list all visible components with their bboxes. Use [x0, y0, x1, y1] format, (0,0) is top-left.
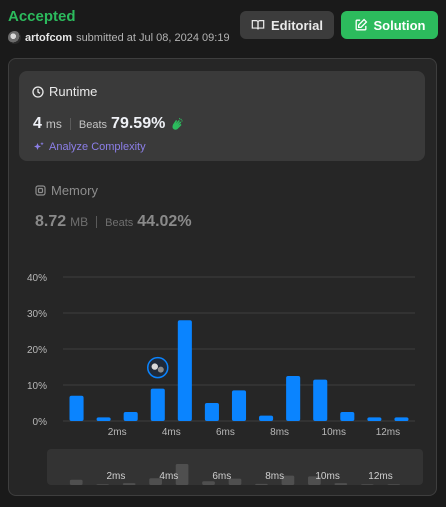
x-tick-label: 10ms — [322, 427, 346, 438]
sparkle-icon — [34, 142, 44, 150]
navigator-bar — [149, 478, 162, 485]
x-tick-label: 6ms — [216, 427, 235, 438]
bar[interactable] — [123, 412, 138, 421]
runtime-title-label: Runtime — [49, 84, 98, 99]
memory-chip-icon — [35, 185, 46, 196]
runtime-beats-label: Beats — [78, 119, 108, 131]
x-tick-label: 2ms — [108, 427, 127, 438]
username-link[interactable]: artofcom — [25, 31, 73, 44]
bar[interactable] — [286, 376, 301, 421]
navigator-bar — [69, 479, 83, 485]
y-tick-label: 10% — [27, 381, 47, 392]
navigator-tick-label: 6ms — [212, 471, 231, 482]
navigator-bar — [308, 476, 321, 485]
navigator-bar — [96, 484, 110, 485]
bar[interactable] — [204, 403, 219, 421]
memory-beats-label: Beats — [105, 217, 134, 229]
navigator-bar — [228, 478, 242, 485]
runtime-value: 4 — [33, 115, 42, 132]
navigator-bar — [281, 475, 295, 485]
solution-label: Solution — [373, 17, 426, 33]
editorial-label: Editorial — [270, 17, 323, 33]
navigator-bar — [334, 483, 348, 485]
y-tick-label: 0% — [33, 417, 48, 428]
y-tick-label: 40% — [27, 273, 47, 284]
clock-icon — [32, 85, 44, 98]
analyze-complexity-link[interactable]: Analyze Complexity — [33, 141, 146, 153]
submission-meta: artofcom submitted at Jul 08, 2024 09:19 — [8, 31, 230, 44]
runtime-beats-value: 79.59% — [111, 115, 166, 132]
bar[interactable] — [340, 412, 355, 421]
runtime-distribution-chart: 0% 10% 20% 30% 40% 2ms 4ms 6ms 8ms 10ms 12ms — [27, 273, 415, 438]
bar[interactable] — [96, 417, 111, 421]
submission-header: Accepted artofcom submitted at Jul 08, 2… — [8, 7, 438, 47]
bar[interactable] — [69, 395, 84, 421]
navigator-bar — [122, 483, 136, 485]
x-tick-label: 8ms — [270, 427, 289, 438]
memory-title-label: Memory — [51, 183, 98, 198]
bar[interactable] — [394, 417, 409, 421]
avatar[interactable] — [8, 31, 21, 44]
status-accepted: Accepted — [8, 8, 76, 25]
navigator-tick-label: 4ms — [159, 471, 178, 482]
memory-beats-value: 44.02% — [137, 213, 192, 230]
clap-icon — [172, 117, 184, 130]
memory-title[interactable]: Memory — [35, 183, 98, 198]
memory-value: 8.72 — [35, 213, 67, 230]
navigator-tick-label: 2ms — [106, 471, 125, 482]
x-tick-label: 4ms — [162, 427, 181, 438]
runtime-unit: ms — [45, 117, 62, 131]
y-tick-label: 30% — [27, 309, 47, 320]
chart-range-navigator[interactable]: 2ms 4ms 6ms 8ms 10ms 12ms — [47, 449, 423, 485]
book-icon — [251, 20, 265, 30]
bar[interactable] — [177, 320, 192, 421]
navigator-tick-label: 8ms — [265, 471, 284, 482]
bar[interactable] — [313, 379, 328, 421]
runtime-card[interactable]: Runtime 4 ms Beats 79.59% Analyze Comple… — [19, 71, 425, 161]
editorial-button[interactable]: Editorial — [240, 11, 334, 39]
memory-metrics: 8.72 MB Beats 44.02% — [35, 213, 192, 231]
divider — [96, 216, 98, 228]
navigator-background — [47, 449, 423, 485]
solution-button[interactable]: Solution — [341, 11, 438, 39]
navigator-bar — [255, 483, 268, 485]
navigator-bar — [202, 481, 215, 485]
avatar-detail — [157, 366, 164, 373]
runtime-metrics: 4 ms Beats 79.59% — [33, 115, 184, 133]
navigator-bar — [175, 464, 189, 485]
navigator-bar — [387, 484, 401, 485]
divider — [69, 118, 71, 130]
avatar-detail — [151, 363, 158, 370]
y-tick-label: 20% — [27, 345, 47, 356]
analyze-complexity-label: Analyze Complexity — [49, 141, 146, 153]
x-tick-label: 12ms — [376, 427, 400, 438]
edit-icon — [355, 18, 367, 31]
navigator-bar — [360, 484, 374, 485]
navigator-tick-label: 10ms — [315, 471, 339, 482]
navigator-tick-label: 12ms — [368, 471, 392, 482]
memory-unit: MB — [70, 215, 89, 229]
bar[interactable] — [150, 388, 165, 421]
bar[interactable] — [367, 417, 382, 421]
bar[interactable] — [231, 390, 247, 421]
bar[interactable] — [259, 415, 274, 421]
runtime-title: Runtime — [32, 84, 97, 99]
performance-panel: Runtime 4 ms Beats 79.59% Analyze Comple… — [8, 58, 437, 496]
submitted-time: submitted at Jul 08, 2024 09:19 — [76, 31, 230, 44]
